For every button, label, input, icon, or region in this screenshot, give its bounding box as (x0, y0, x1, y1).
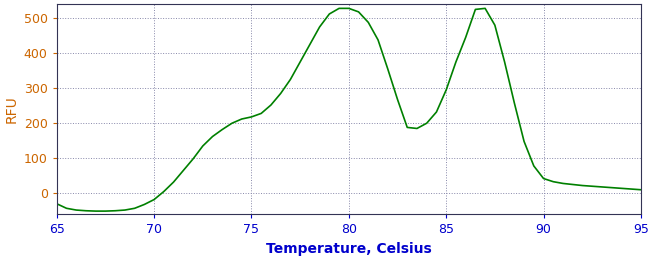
X-axis label: Temperature, Celsius: Temperature, Celsius (266, 242, 432, 256)
Y-axis label: RFU: RFU (4, 95, 18, 123)
